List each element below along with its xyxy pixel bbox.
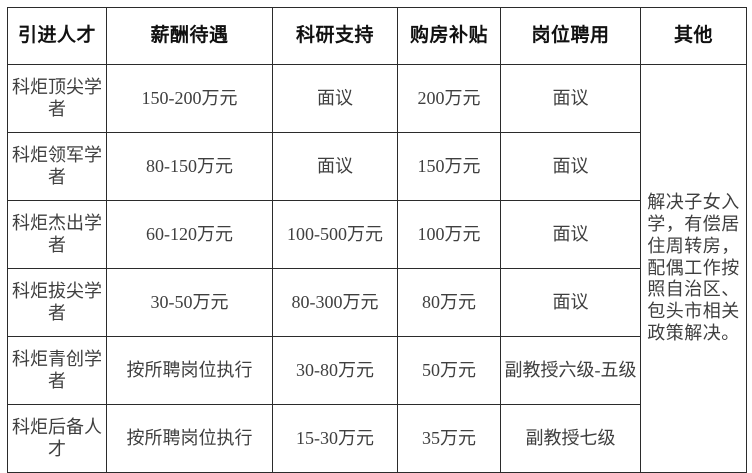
cell-salary: 60-120万元 bbox=[106, 200, 273, 269]
cell-salary: 按所聘岗位执行 bbox=[106, 404, 273, 473]
cell-salary: 按所聘岗位执行 bbox=[106, 336, 273, 405]
cell-position: 面议 bbox=[500, 200, 641, 269]
column-header-housing: 购房补贴 bbox=[397, 7, 501, 65]
cell-position: 面议 bbox=[500, 268, 641, 337]
cell-talent: 科炬领军学者 bbox=[7, 132, 107, 201]
column-header-research: 科研支持 bbox=[272, 7, 398, 65]
cell-talent: 科炬后备人才 bbox=[7, 404, 107, 473]
table-row: 科炬杰出学者 60-120万元 100-500万元 100万元 面议 bbox=[7, 200, 747, 269]
cell-housing: 50万元 bbox=[397, 336, 501, 405]
cell-talent: 科炬青创学者 bbox=[7, 336, 107, 405]
table-row: 科炬拔尖学者 30-50万元 80-300万元 80万元 面议 bbox=[7, 268, 747, 337]
column-header-salary: 薪酬待遇 bbox=[106, 7, 273, 65]
cell-salary: 150-200万元 bbox=[106, 64, 273, 133]
cell-talent: 科炬顶尖学者 bbox=[7, 64, 107, 133]
table-row: 科炬领军学者 80-150万元 面议 150万元 面议 bbox=[7, 132, 747, 201]
cell-housing: 80万元 bbox=[397, 268, 501, 337]
table-row: 科炬青创学者 按所聘岗位执行 30-80万元 50万元 副教授六级-五级 bbox=[7, 336, 747, 405]
cell-research: 80-300万元 bbox=[272, 268, 398, 337]
cell-research: 面议 bbox=[272, 64, 398, 133]
talent-benefits-table: 引进人才 薪酬待遇 科研支持 购房补贴 岗位聘用 其他 科炬顶尖学者 150-2… bbox=[7, 7, 747, 473]
column-header-other: 其他 bbox=[640, 7, 747, 65]
table-body: 科炬顶尖学者 150-200万元 面议 200万元 面议 解决子女入学，有偿居住… bbox=[7, 64, 747, 473]
cell-position: 面议 bbox=[500, 132, 641, 201]
table-row: 科炬后备人才 按所聘岗位执行 15-30万元 35万元 副教授七级 bbox=[7, 404, 747, 473]
cell-talent: 科炬杰出学者 bbox=[7, 200, 107, 269]
cell-other-note: 解决子女入学，有偿居住周转房，配偶工作按照自治区、包头市相关政策解决。 bbox=[640, 64, 747, 473]
cell-position: 副教授七级 bbox=[500, 404, 641, 473]
cell-housing: 200万元 bbox=[397, 64, 501, 133]
cell-research: 100-500万元 bbox=[272, 200, 398, 269]
header-row: 引进人才 薪酬待遇 科研支持 购房补贴 岗位聘用 其他 bbox=[7, 7, 747, 65]
table-row: 科炬顶尖学者 150-200万元 面议 200万元 面议 解决子女入学，有偿居住… bbox=[7, 64, 747, 473]
cell-housing: 35万元 bbox=[397, 404, 501, 473]
cell-research: 30-80万元 bbox=[272, 336, 398, 405]
table-header: 引进人才 薪酬待遇 科研支持 购房补贴 岗位聘用 其他 bbox=[7, 7, 747, 65]
cell-research: 面议 bbox=[272, 132, 398, 201]
cell-position: 副教授六级-五级 bbox=[500, 336, 641, 405]
cell-housing: 150万元 bbox=[397, 132, 501, 201]
cell-position: 面议 bbox=[500, 64, 641, 133]
table-sheet: 引进人才 薪酬待遇 科研支持 购房补贴 岗位聘用 其他 科炬顶尖学者 150-2… bbox=[7, 7, 747, 473]
cell-research: 15-30万元 bbox=[272, 404, 398, 473]
cell-housing: 100万元 bbox=[397, 200, 501, 269]
column-header-position: 岗位聘用 bbox=[500, 7, 641, 65]
cell-salary: 80-150万元 bbox=[106, 132, 273, 201]
cell-talent: 科炬拔尖学者 bbox=[7, 268, 107, 337]
column-header-talent: 引进人才 bbox=[7, 7, 107, 65]
cell-salary: 30-50万元 bbox=[106, 268, 273, 337]
